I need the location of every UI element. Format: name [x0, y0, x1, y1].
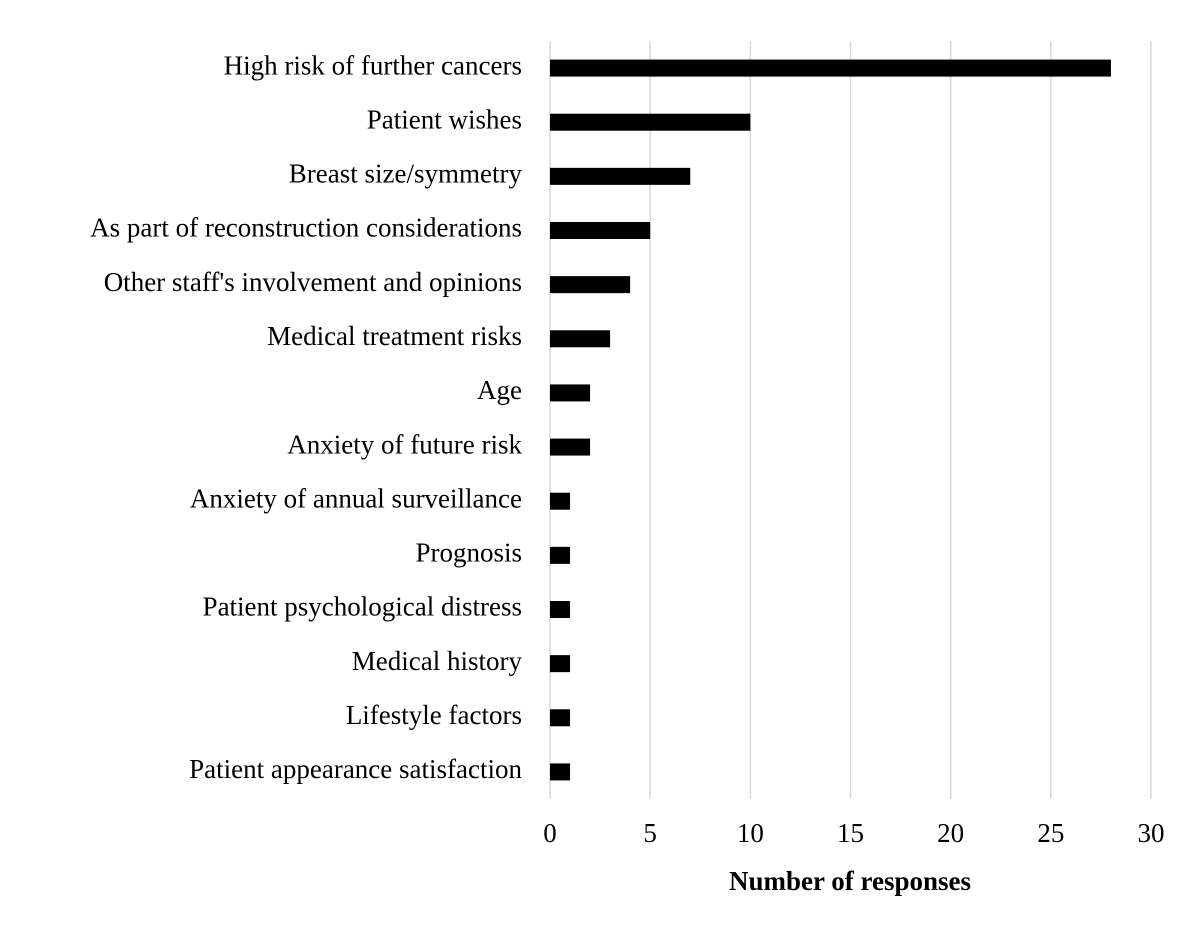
bar	[550, 167, 691, 185]
y-tick-label: Lifestyle factors	[346, 700, 522, 730]
x-tick-label: 30	[1138, 818, 1165, 848]
bar	[550, 330, 611, 348]
x-tick-label: 15	[837, 818, 864, 848]
bar	[550, 113, 751, 131]
y-tick-label: Medical history	[352, 646, 523, 676]
x-tick-label: 10	[737, 818, 764, 848]
bar	[550, 276, 631, 294]
bar	[550, 709, 571, 727]
y-tick-label: Anxiety of future risk	[287, 429, 522, 459]
y-tick-label: Medical treatment risks	[267, 321, 522, 351]
bar	[550, 222, 651, 239]
bar	[550, 546, 571, 564]
bar	[550, 438, 591, 456]
y-tick-label: Patient psychological distress	[203, 592, 522, 622]
x-tick-label: 0	[543, 818, 557, 848]
y-tick-label: Patient wishes	[367, 104, 522, 134]
x-axis-title: Number of responses	[729, 866, 971, 896]
y-tick-label: As part of reconstruction considerations	[90, 213, 522, 243]
y-tick-label: Age	[477, 375, 522, 405]
y-tick-label: Prognosis	[415, 538, 522, 568]
y-tick-label: Breast size/symmetry	[289, 159, 523, 189]
x-tick-label: 20	[937, 818, 964, 848]
bar	[550, 492, 571, 510]
bar	[550, 59, 1111, 77]
x-tick-label: 5	[643, 818, 657, 848]
bar	[550, 763, 571, 781]
x-tick-label: 25	[1037, 818, 1064, 848]
y-tick-label: Anxiety of annual surveillance	[190, 483, 522, 513]
bar	[550, 601, 571, 618]
bar	[550, 384, 591, 402]
y-tick-label: Patient appearance satisfaction	[189, 754, 522, 784]
y-tick-label: Other staff's involvement and opinions	[104, 267, 522, 297]
bar	[550, 655, 571, 673]
y-tick-label: High risk of further cancers	[224, 50, 522, 80]
